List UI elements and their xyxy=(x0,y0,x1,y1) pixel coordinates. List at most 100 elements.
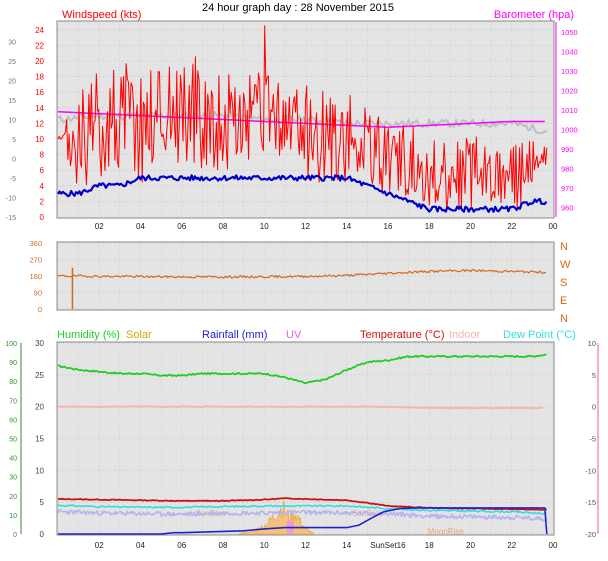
baro-ytick-label: 1010 xyxy=(561,106,578,115)
wind-xtick-label: 02 xyxy=(95,222,104,231)
windspeed-average-line xyxy=(57,174,548,213)
legend-uv: UV xyxy=(286,329,302,341)
humidity-ytick-label: 10 xyxy=(9,513,17,520)
temp-xtick-label: 22 xyxy=(507,541,516,550)
windchill-ytick-label: 15 xyxy=(8,98,16,105)
windchill-ytick-label: 5 xyxy=(12,137,16,144)
windchill-ytick-label: 20 xyxy=(8,79,16,86)
temp-ytick-label: 5 xyxy=(40,498,45,507)
temp-xtick-label: 12 xyxy=(301,541,310,550)
windchill-ytick-label: -15 xyxy=(6,215,16,222)
indoor-temp-line xyxy=(57,405,543,410)
baro-ytick-label: 980 xyxy=(561,164,574,173)
wind-xtick-label: 00 xyxy=(549,222,558,231)
windchill-ytick-label: -5 xyxy=(10,176,16,183)
wind-ytick-label: 16 xyxy=(35,88,44,97)
wind-ytick-label: 18 xyxy=(35,73,44,82)
windchill-ytick-label: 30 xyxy=(8,40,16,47)
wind-ytick-label: 10 xyxy=(35,135,44,144)
legend-dewpoint: Dew Point (°C) xyxy=(503,329,576,341)
wind-ytick-label: 22 xyxy=(35,41,44,50)
wind-xtick-label: 04 xyxy=(136,222,145,231)
annotation-label: MoonRise xyxy=(428,527,465,536)
wind-xtick-label: 08 xyxy=(219,222,228,231)
humidity-ytick-label: 40 xyxy=(9,456,17,463)
baro-ytick-label: 1020 xyxy=(561,86,578,95)
wind-ytick-label: 14 xyxy=(35,104,44,113)
chart-title: 24 hour graph day : 28 November 2015 xyxy=(202,2,394,14)
temp-ytick-label: 15 xyxy=(35,435,44,444)
temp-right-ytick-label: 10 xyxy=(588,339,596,348)
legend-rainfall: Rainfall (mm) xyxy=(202,329,267,341)
baro-ytick-label: 1050 xyxy=(561,28,578,37)
legend-humidity: Humidity (%) xyxy=(57,329,120,341)
windchill-ytick-label: -10 xyxy=(6,196,16,203)
humidity-ytick-label: 80 xyxy=(9,379,17,386)
baro-ytick-label: 1040 xyxy=(561,47,578,56)
temp-xtick-label: 00 xyxy=(549,541,558,550)
humidity-ytick-label: 50 xyxy=(9,437,17,444)
temp-xtick-label: 20 xyxy=(466,541,475,550)
wind-ytick-label: 2 xyxy=(40,197,45,206)
wind-xtick-label: 18 xyxy=(425,222,434,231)
dir-ytick-label: 360 xyxy=(29,239,42,248)
wind-xtick-label: 20 xyxy=(466,222,475,231)
windchill-ytick-label: 0 xyxy=(12,157,16,164)
dir-ytick-label: 0 xyxy=(38,305,42,314)
humidity-ytick-label: 60 xyxy=(9,417,17,424)
legend-indoor: Indoor xyxy=(449,329,481,341)
wind-ytick-label: 20 xyxy=(35,57,44,66)
rainfall-line xyxy=(58,507,548,535)
wind-xtick-label: 12 xyxy=(301,222,310,231)
wind-ytick-label: 4 xyxy=(40,182,45,191)
windspeed-gust-line xyxy=(57,25,548,212)
compass-label: N xyxy=(560,313,568,325)
humidity-ytick-label: 30 xyxy=(9,475,17,482)
humidity-line xyxy=(57,353,547,385)
windchill-ytick-label: 10 xyxy=(8,118,16,125)
temp-xtick-label: 06 xyxy=(177,541,186,550)
temp-xtick-label: 08 xyxy=(219,541,228,550)
temp-right-ytick-label: -20 xyxy=(585,530,596,539)
temp-right-ytick-label: -15 xyxy=(585,498,596,507)
temp-ytick-label: 30 xyxy=(35,339,44,348)
temp-ytick-label: 10 xyxy=(35,466,44,475)
windspeed-axis-title: Windspeed (kts) xyxy=(62,9,141,21)
wind-xtick-label: 06 xyxy=(177,222,186,231)
wind-ytick-label: 8 xyxy=(40,151,45,160)
temp-ytick-label: 25 xyxy=(35,371,44,380)
wind-ytick-label: 12 xyxy=(35,119,44,128)
humidity-ytick-label: 20 xyxy=(9,494,17,501)
baro-ytick-label: 970 xyxy=(561,184,574,193)
temp-xtick-label: 18 xyxy=(425,541,434,550)
wind-direction-line xyxy=(57,268,547,279)
baro-ytick-label: 960 xyxy=(561,203,574,212)
temp-xtick-label: 04 xyxy=(136,541,145,550)
compass-label: W xyxy=(560,259,571,271)
humidity-ytick-label: 0 xyxy=(13,532,17,539)
compass-label: E xyxy=(560,295,567,307)
compass-label: S xyxy=(560,277,567,289)
temp-ytick-label: 20 xyxy=(35,403,44,412)
legend-solar: Solar xyxy=(126,329,152,341)
temp-right-ytick-label: -10 xyxy=(585,466,596,475)
wind-xtick-label: 14 xyxy=(342,222,351,231)
wind-xtick-label: 22 xyxy=(507,222,516,231)
temp-ytick-label: 0 xyxy=(40,530,45,539)
baro-ytick-label: 1000 xyxy=(561,125,578,134)
barometer-line xyxy=(57,110,545,129)
wind-ytick-label: 0 xyxy=(40,213,45,222)
temp-right-ytick-label: 5 xyxy=(592,371,596,380)
humidity-ytick-label: 100 xyxy=(5,341,17,348)
windchill-ytick-label: 25 xyxy=(8,59,16,66)
dir-ytick-label: 270 xyxy=(29,256,42,265)
dir-ytick-label: 90 xyxy=(34,289,42,298)
wind-ytick-label: 24 xyxy=(35,26,44,35)
compass-label: N xyxy=(560,241,568,253)
temp-right-ytick-label: -5 xyxy=(589,435,596,444)
lavender-band-line xyxy=(57,508,548,522)
dewpoint-line xyxy=(57,504,547,516)
wind-xtick-label: 16 xyxy=(384,222,393,231)
barometer-axis-title: Barometer (hpa) xyxy=(494,9,574,21)
